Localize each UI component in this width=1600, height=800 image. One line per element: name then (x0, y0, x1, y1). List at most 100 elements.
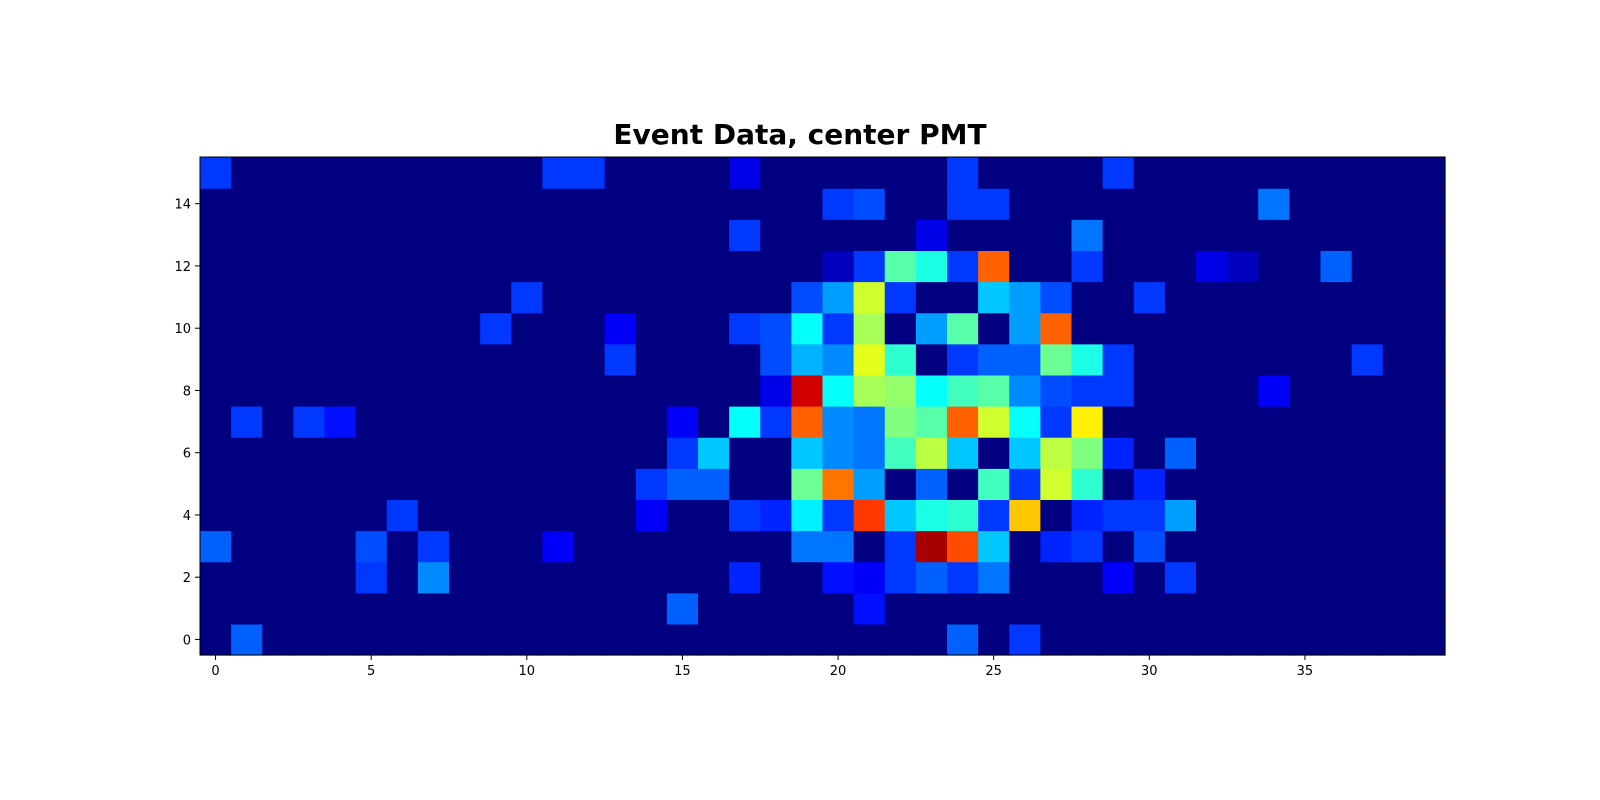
heatmap-cell (604, 437, 637, 469)
heatmap-cell (1227, 406, 1259, 438)
heatmap-cell (449, 312, 481, 345)
heatmap-cell (1320, 343, 1353, 376)
heatmap-cell (1164, 530, 1197, 563)
heatmap-cell (355, 592, 388, 625)
heatmap-cell (1102, 623, 1135, 656)
heatmap-cell (417, 530, 450, 563)
heatmap-cell (604, 374, 637, 407)
heatmap-cell (1382, 157, 1415, 189)
heatmap-cell (978, 250, 1010, 283)
heatmap-cell (791, 343, 824, 376)
heatmap-cell (978, 592, 1010, 625)
heatmap-cell (666, 592, 699, 625)
heatmap-cell (1289, 530, 1322, 563)
heatmap-cell (915, 188, 948, 220)
heatmap-cell (760, 374, 792, 407)
heatmap-cell (760, 406, 792, 438)
heatmap-cell (1258, 188, 1290, 220)
heatmap-cell (573, 623, 606, 656)
heatmap-cell (884, 406, 917, 438)
heatmap-cell (573, 468, 606, 500)
heatmap-cell (978, 530, 1010, 563)
heatmap-cell (791, 561, 824, 594)
heatmap-cell (604, 499, 637, 532)
heatmap-cell (947, 312, 979, 345)
heatmap-cell (1227, 188, 1259, 220)
heatmap-cell (915, 157, 948, 189)
heatmap-cell (511, 281, 543, 314)
heatmap-cell (698, 374, 730, 407)
heatmap-cell (1351, 406, 1384, 438)
heatmap-cell (1258, 219, 1290, 251)
heatmap-cell (417, 406, 450, 438)
heatmap-cell (1071, 406, 1104, 438)
x-tick-label: 0 (211, 664, 219, 679)
heatmap-cell (1164, 499, 1197, 532)
heatmap-cell (480, 312, 512, 345)
heatmap-cell (355, 499, 388, 532)
heatmap-cell (1289, 468, 1322, 500)
heatmap-cell (884, 281, 917, 314)
heatmap-cell (1413, 312, 1446, 345)
heatmap-cell (1320, 281, 1353, 314)
heatmap-cell (1413, 157, 1446, 189)
heatmap-cell (1258, 406, 1290, 438)
heatmap-cell (698, 406, 730, 438)
heatmap-cell (262, 374, 294, 407)
heatmap-cell (853, 312, 886, 345)
heatmap-cell (1227, 343, 1259, 376)
heatmap-cell (1289, 312, 1322, 345)
heatmap-cell (915, 468, 948, 500)
heatmap-cell (791, 499, 824, 532)
heatmap-cell (1164, 592, 1197, 625)
heatmap-cell (417, 561, 450, 594)
heatmap-cell (1040, 281, 1073, 314)
heatmap-cell (231, 343, 263, 376)
heatmap-cell (978, 374, 1010, 407)
heatmap-cell (417, 312, 450, 345)
heatmap-cell (1196, 437, 1228, 469)
heatmap-cell (604, 157, 637, 189)
heatmap-cell (822, 437, 855, 469)
heatmap-cell (1009, 343, 1041, 376)
heatmap-cell (386, 499, 419, 532)
heatmap-cell (1164, 437, 1197, 469)
heatmap-cell (1009, 406, 1041, 438)
heatmap-cell (449, 499, 481, 532)
heatmap-cell (1102, 312, 1135, 345)
heatmap-cell (480, 561, 512, 594)
heatmap-cell (200, 592, 232, 625)
heatmap-cell (573, 406, 606, 438)
heatmap-cell (200, 530, 232, 563)
heatmap-cell (791, 188, 824, 220)
heatmap-cell (1133, 437, 1166, 469)
heatmap-cell (1196, 188, 1228, 220)
heatmap-cell (511, 312, 543, 345)
heatmap-cell (978, 312, 1010, 345)
heatmap-cell (1351, 219, 1384, 251)
heatmap-cell (1009, 157, 1041, 189)
heatmap-cell (1258, 592, 1290, 625)
heatmap-cell (698, 312, 730, 345)
heatmap-cell (729, 219, 761, 251)
heatmap-cell (1413, 468, 1446, 500)
heatmap-cell (231, 219, 263, 251)
heatmap-cell (853, 561, 886, 594)
heatmap-cell (1164, 623, 1197, 656)
heatmap-cell (417, 592, 450, 625)
heatmap-cell (698, 437, 730, 469)
heatmap-cell (200, 468, 232, 500)
heatmap-cell (915, 219, 948, 251)
heatmap-cell (915, 406, 948, 438)
chart-title: Event Data, center PMT (613, 118, 987, 151)
heatmap-cell (760, 499, 792, 532)
x-tick-label: 20 (830, 664, 847, 679)
heatmap-cell (947, 623, 979, 656)
heatmap-cell (666, 250, 699, 283)
heatmap-cell (666, 157, 699, 189)
heatmap-cell (915, 343, 948, 376)
heatmap-cell (915, 623, 948, 656)
heatmap-cell (200, 437, 232, 469)
heatmap-cell (511, 374, 543, 407)
heatmap-cell (1133, 157, 1166, 189)
